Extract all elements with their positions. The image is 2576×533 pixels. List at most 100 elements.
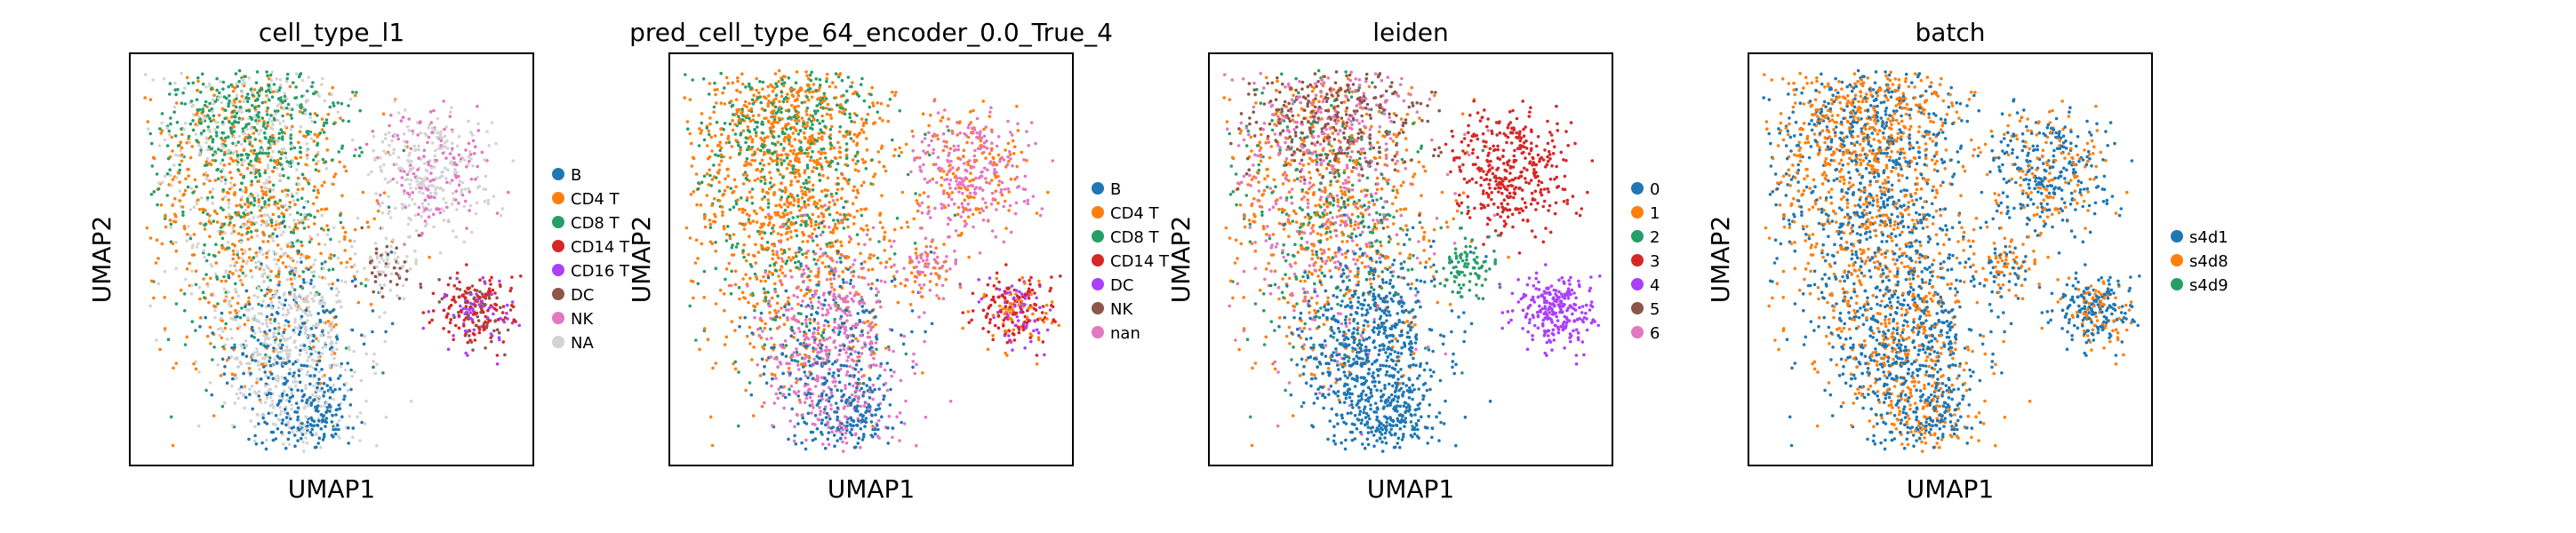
cell-point: [439, 130, 443, 133]
cell-point: [180, 153, 184, 157]
cell-point: [806, 88, 810, 91]
cell-point: [300, 220, 305, 225]
cell-point: [844, 163, 847, 167]
cell-point: [784, 188, 788, 192]
cell-point: [780, 127, 785, 131]
cell-point: [828, 147, 833, 151]
cell-point: [821, 442, 825, 446]
cell-point: [836, 103, 839, 107]
cell-point: [801, 240, 804, 243]
cell-point: [276, 104, 280, 107]
legend-label: CD14 T: [571, 238, 630, 257]
cell-point: [389, 113, 393, 117]
cell-point: [834, 96, 838, 99]
cell-point: [292, 146, 297, 150]
cell-point: [268, 158, 273, 163]
cell-point: [266, 123, 269, 128]
cell-point: [358, 108, 363, 113]
cell-point: [813, 413, 818, 418]
cell-point: [284, 156, 288, 160]
cell-point: [717, 199, 722, 203]
cell-point: [452, 338, 455, 342]
cell-point: [301, 449, 306, 453]
cell-point: [478, 278, 482, 282]
legend-item: CD8 T: [552, 214, 620, 233]
cell-point: [371, 129, 375, 133]
cell-point: [849, 266, 852, 269]
cell-point: [310, 119, 314, 123]
cell-point: [306, 420, 309, 425]
cell-point: [266, 155, 270, 158]
cell-point: [256, 378, 260, 382]
cell-point: [396, 155, 401, 159]
cell-point: [336, 101, 340, 105]
cell-point: [284, 398, 289, 402]
cell-point: [281, 397, 284, 402]
cell-point: [758, 373, 763, 378]
cell-point: [296, 388, 300, 393]
cell-point: [817, 136, 820, 140]
cell-point: [344, 346, 348, 350]
cell-point: [302, 281, 306, 284]
cell-point: [242, 394, 245, 398]
cell-point: [435, 186, 439, 189]
cell-point: [448, 181, 452, 186]
cell-point: [290, 116, 294, 120]
cell-point: [155, 338, 158, 342]
cell-point: [190, 145, 195, 148]
cell-point: [299, 146, 302, 149]
cell-point: [843, 213, 846, 217]
cell-point: [279, 156, 283, 161]
cell-point: [247, 195, 251, 199]
cell-point: [803, 171, 806, 175]
cell-point: [861, 131, 866, 134]
cell-point: [212, 346, 216, 349]
cell-point: [801, 252, 804, 257]
cell-point: [173, 220, 178, 224]
cell-point: [312, 139, 316, 143]
cell-point: [686, 127, 690, 131]
cell-point: [811, 133, 814, 138]
cell-point: [263, 202, 267, 206]
cell-point: [388, 123, 391, 128]
cell-point: [190, 245, 195, 250]
cell-point: [482, 310, 485, 314]
cell-point: [332, 397, 335, 402]
cell-point: [381, 371, 385, 375]
cell-point: [277, 226, 281, 230]
cell-point: [194, 123, 197, 126]
cell-point: [232, 229, 236, 234]
cell-point: [724, 335, 729, 339]
cell-point: [230, 101, 234, 105]
cell-point: [468, 334, 471, 338]
cell-point: [756, 302, 759, 306]
cell-point: [229, 130, 234, 134]
cell-point: [710, 149, 714, 153]
cell-point: [824, 156, 828, 160]
cell-point: [487, 306, 492, 310]
cell-point: [290, 282, 294, 286]
cell-point: [312, 222, 316, 226]
cell-point: [253, 106, 257, 110]
cell-point: [246, 230, 250, 235]
cell-point: [245, 166, 250, 171]
cell-point: [222, 401, 227, 405]
cell-point: [236, 294, 240, 298]
cell-point: [424, 168, 428, 172]
cell-point: [450, 106, 453, 109]
cell-point: [266, 240, 270, 243]
cell-point: [449, 110, 452, 114]
cell-point: [276, 158, 280, 163]
cell-point: [171, 242, 175, 246]
cell-point: [879, 101, 884, 106]
cell-point: [171, 178, 175, 181]
cell-point: [710, 242, 715, 246]
cell-point: [429, 171, 433, 175]
cell-point: [315, 407, 319, 410]
cell-point: [283, 410, 287, 415]
cell-point: [712, 105, 716, 109]
cell-point: [264, 190, 268, 194]
cell-point: [780, 257, 784, 260]
cell-point: [822, 225, 827, 229]
cell-point: [194, 367, 198, 371]
